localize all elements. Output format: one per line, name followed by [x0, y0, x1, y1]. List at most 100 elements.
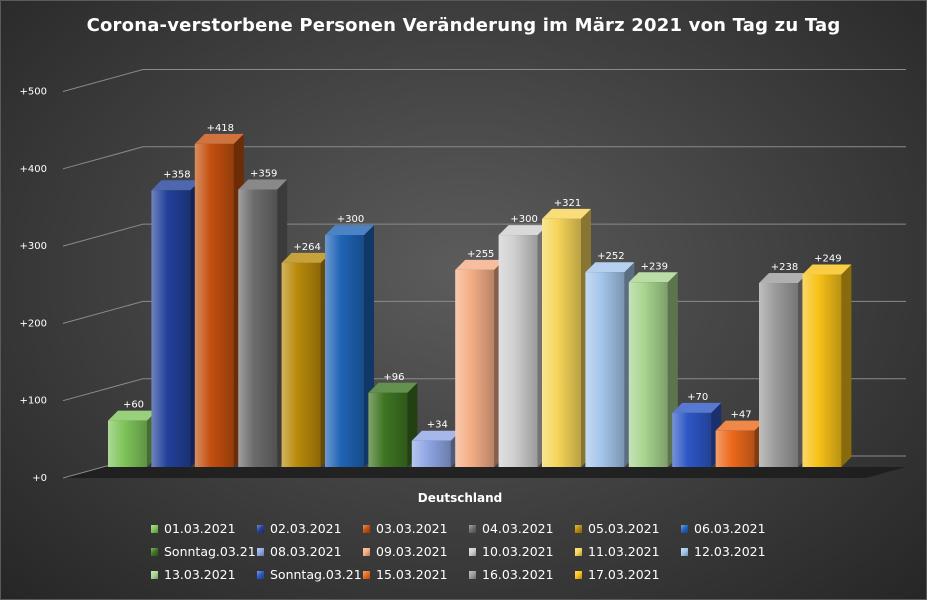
- bar-top: [672, 402, 722, 413]
- bar-front: [715, 430, 755, 467]
- legend-label: 01.03.2021: [164, 521, 236, 536]
- x-category-label: Deutschland: [418, 491, 503, 505]
- bar-top: [281, 252, 331, 263]
- legend: 01.03.2021 02.03.2021 03.03.2021 04.03.2021…: [151, 521, 771, 582]
- data-label: +358: [163, 169, 190, 180]
- bar-front: [325, 235, 364, 467]
- bar: [194, 133, 244, 468]
- data-label: +249: [814, 254, 841, 265]
- gridline: [62, 69, 906, 92]
- y-tick-label: +300: [20, 241, 47, 252]
- legend-swatch: [575, 570, 582, 579]
- legend-label: Sonntag.03.21: [164, 544, 256, 559]
- chart-floor-plane: [61, 467, 906, 478]
- bar-top: [238, 179, 288, 190]
- legend-item: 15.03.2021: [363, 567, 469, 582]
- legend-label: 06.03.2021: [694, 521, 766, 536]
- bar: [411, 430, 461, 467]
- bar: [542, 208, 591, 467]
- legend-label: 08.03.2021: [270, 544, 342, 559]
- bar: [759, 273, 808, 467]
- bar-front: [542, 218, 581, 467]
- bar-front: [411, 440, 451, 467]
- legend-item: 17.03.2021: [575, 567, 681, 582]
- legend-item: 02.03.2021: [257, 521, 363, 536]
- gridline: [62, 146, 906, 170]
- bar-top: [715, 420, 765, 431]
- bar-front: [151, 190, 191, 468]
- legend-swatch: [469, 524, 476, 533]
- bar-top: [108, 410, 157, 421]
- bar: [585, 262, 635, 467]
- legend-swatch: [575, 547, 582, 556]
- legend-swatch: [257, 524, 264, 533]
- data-label: +418: [207, 123, 234, 134]
- legend-label: 10.03.2021: [482, 544, 554, 559]
- data-label: +239: [641, 261, 668, 272]
- legend-item: 08.03.2021: [257, 544, 363, 559]
- legend-swatch: [575, 524, 582, 533]
- bar-top: [542, 208, 591, 219]
- legend-swatch: [151, 524, 158, 533]
- bar: [325, 225, 374, 467]
- bar: [368, 382, 418, 467]
- bar: [108, 410, 157, 467]
- legend-item: 06.03.2021: [681, 521, 787, 536]
- legend-swatch: [681, 547, 688, 556]
- bar: [802, 264, 852, 467]
- legend-label: 03.03.2021: [376, 521, 448, 536]
- data-label: +238: [771, 262, 798, 273]
- data-label: +264: [293, 242, 320, 253]
- legend-label: 13.03.2021: [164, 567, 236, 582]
- bar-top: [455, 259, 505, 270]
- y-tick-label: +500: [20, 87, 47, 98]
- data-label: +96: [383, 372, 404, 383]
- bar: [151, 180, 201, 468]
- data-label: +359: [250, 168, 277, 179]
- legend-swatch: [257, 570, 264, 579]
- legend-swatch: [151, 570, 158, 579]
- legend-item: Sonntag.03.21: [257, 567, 363, 582]
- legend-label: Sonntag.03.21: [270, 567, 362, 582]
- legend-swatch: [363, 570, 370, 579]
- legend-item: 03.03.2021: [363, 521, 469, 536]
- bar-front: [194, 143, 234, 468]
- legend-label: 09.03.2021: [376, 544, 448, 559]
- bars: [108, 133, 852, 468]
- legend-label: 02.03.2021: [270, 521, 342, 536]
- bar: [455, 259, 505, 467]
- bar-front: [628, 282, 668, 467]
- legend-item: 05.03.2021: [575, 521, 681, 536]
- data-label: +34: [427, 420, 448, 431]
- bar: [498, 225, 548, 467]
- y-tick-label: +100: [20, 396, 47, 407]
- legend-label: 12.03.2021: [694, 544, 766, 559]
- legend-label: 16.03.2021: [482, 567, 554, 582]
- legend-item: 11.03.2021: [575, 544, 681, 559]
- legend-label: 04.03.2021: [482, 521, 554, 536]
- legend-item: 16.03.2021: [469, 567, 575, 582]
- bar-front: [672, 412, 712, 467]
- data-label: +300: [337, 214, 364, 225]
- bar-top: [151, 180, 201, 191]
- bar: [715, 420, 765, 467]
- chart-title: Corona-verstorbene Personen Veränderung …: [86, 15, 841, 36]
- bar-top: [194, 133, 244, 144]
- bar-front: [368, 392, 408, 467]
- legend-swatch: [681, 524, 688, 533]
- bar-front: [498, 235, 538, 467]
- y-tick-label: +200: [20, 318, 47, 329]
- data-labels: +60 +358 +418 +359 +264 +300 +96 +34 +255 +300 +32…: [123, 123, 842, 431]
- legend-swatch: [469, 547, 476, 556]
- bar: [628, 272, 678, 467]
- data-label: +252: [597, 251, 624, 262]
- data-label: +300: [510, 214, 537, 225]
- legend-swatch: [363, 547, 370, 556]
- bar-top: [802, 264, 852, 275]
- bar-front: [108, 420, 147, 467]
- bar-side: [841, 264, 852, 467]
- y-tick-label: +0: [32, 473, 47, 484]
- chart-floor: [61, 467, 906, 478]
